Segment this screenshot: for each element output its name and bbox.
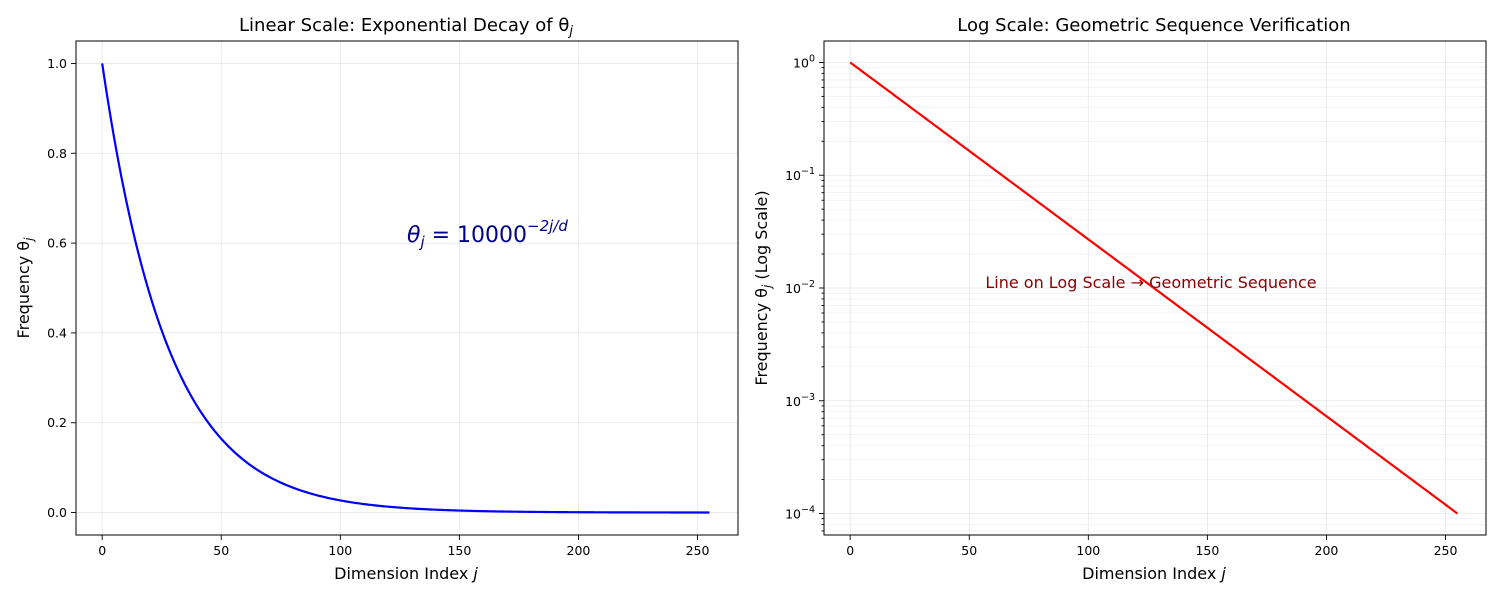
left-x-tick-label: 250 [686, 543, 710, 558]
left-chart: Linear Scale: Exponential Decay of θj 0 5… [14, 15, 739, 583]
right-y-tick-label: 100 [793, 53, 815, 70]
left-y-tick-label: 0.0 [47, 505, 67, 520]
left-x-ticks: 0 50 100 150 200 250 [98, 535, 709, 558]
right-y-tick-label: 10−3 [785, 392, 815, 409]
left-chart-title: Linear Scale: Exponential Decay of θj [239, 15, 573, 39]
left-grid [76, 41, 738, 535]
left-x-tick-label: 50 [213, 543, 229, 558]
right-y-tick-label: 10−1 [785, 166, 815, 183]
right-x-tick-label: 250 [1434, 543, 1458, 558]
left-y-ticks: 0.0 0.2 0.4 0.6 0.8 1.0 [47, 56, 76, 520]
right-annotation: Line on Log Scale → Geometric Sequence [985, 273, 1316, 292]
left-x-tick-label: 200 [567, 543, 591, 558]
left-x-tick-label: 0 [98, 543, 106, 558]
right-x-tick-label: 100 [1076, 543, 1100, 558]
left-x-tick-label: 100 [328, 543, 352, 558]
right-x-tick-label: 50 [961, 543, 977, 558]
right-x-ticks: 0 50 100 150 200 250 [846, 535, 1457, 558]
right-x-tick-label: 0 [846, 543, 854, 558]
left-x-tick-label: 150 [447, 543, 471, 558]
right-y-axis-label: Frequency θj (Log Scale) [752, 190, 774, 385]
right-y-tick-label: 10−2 [785, 279, 815, 296]
right-x-tick-label: 200 [1315, 543, 1339, 558]
right-chart-title: Log Scale: Geometric Sequence Verificati… [957, 15, 1350, 36]
left-y-tick-label: 1.0 [47, 56, 67, 71]
right-y-ticks: 100 10−1 10−2 10−3 10−4 [785, 53, 824, 532]
left-annotation-formula: θj = 10000−2j/d [407, 217, 568, 251]
right-x-tick-label: 150 [1195, 543, 1219, 558]
right-grid [824, 41, 1486, 535]
right-x-axis-label: Dimension Index j [1082, 564, 1226, 583]
left-x-axis-label: Dimension Index j [334, 564, 478, 583]
right-y-tick-label: 10−4 [785, 505, 815, 522]
left-y-tick-label: 0.8 [47, 146, 67, 161]
left-y-tick-label: 0.6 [47, 236, 67, 251]
left-series-line [101, 63, 710, 514]
right-series-line [849, 61, 1459, 515]
right-chart: Log Scale: Geometric Sequence Verificati… [752, 15, 1487, 583]
left-plot-frame [75, 40, 739, 536]
left-y-tick-label: 0.4 [47, 325, 67, 340]
left-y-axis-label: Frequency θj [14, 237, 36, 339]
left-y-tick-label: 0.2 [47, 415, 67, 430]
